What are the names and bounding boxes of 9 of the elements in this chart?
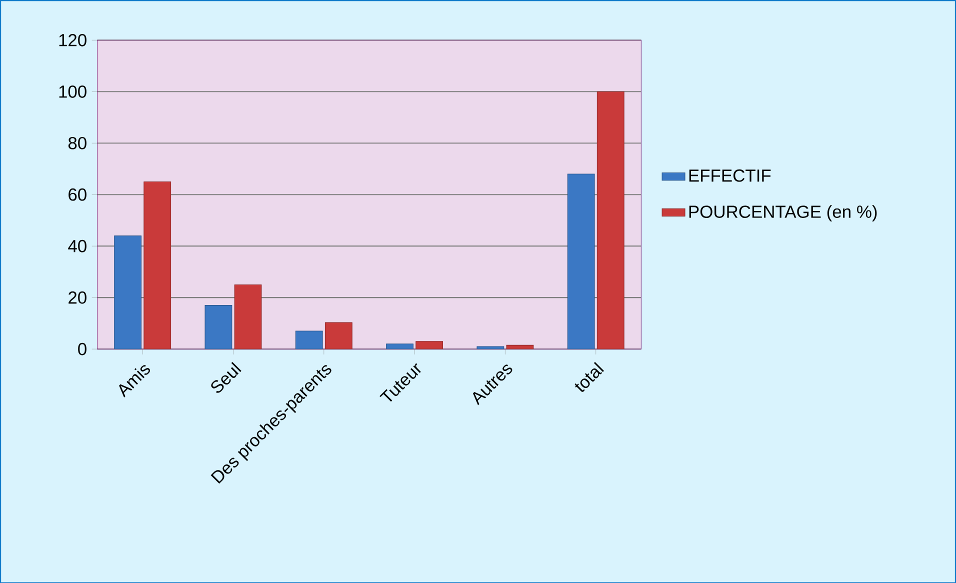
legend-label: EFFECTIF bbox=[689, 169, 771, 182]
y-tick-label: 100 bbox=[59, 85, 86, 98]
y-tick-label: 0 bbox=[78, 342, 86, 356]
legend-label: POURCENTAGE (en %) bbox=[689, 204, 877, 222]
y-tick-label: 80 bbox=[68, 136, 86, 150]
y-tick-label: 120 bbox=[59, 34, 86, 46]
y-tick-label: 20 bbox=[68, 291, 86, 304]
y-tick-label: 60 bbox=[68, 188, 86, 201]
y-tick-label: 40 bbox=[68, 240, 86, 252]
